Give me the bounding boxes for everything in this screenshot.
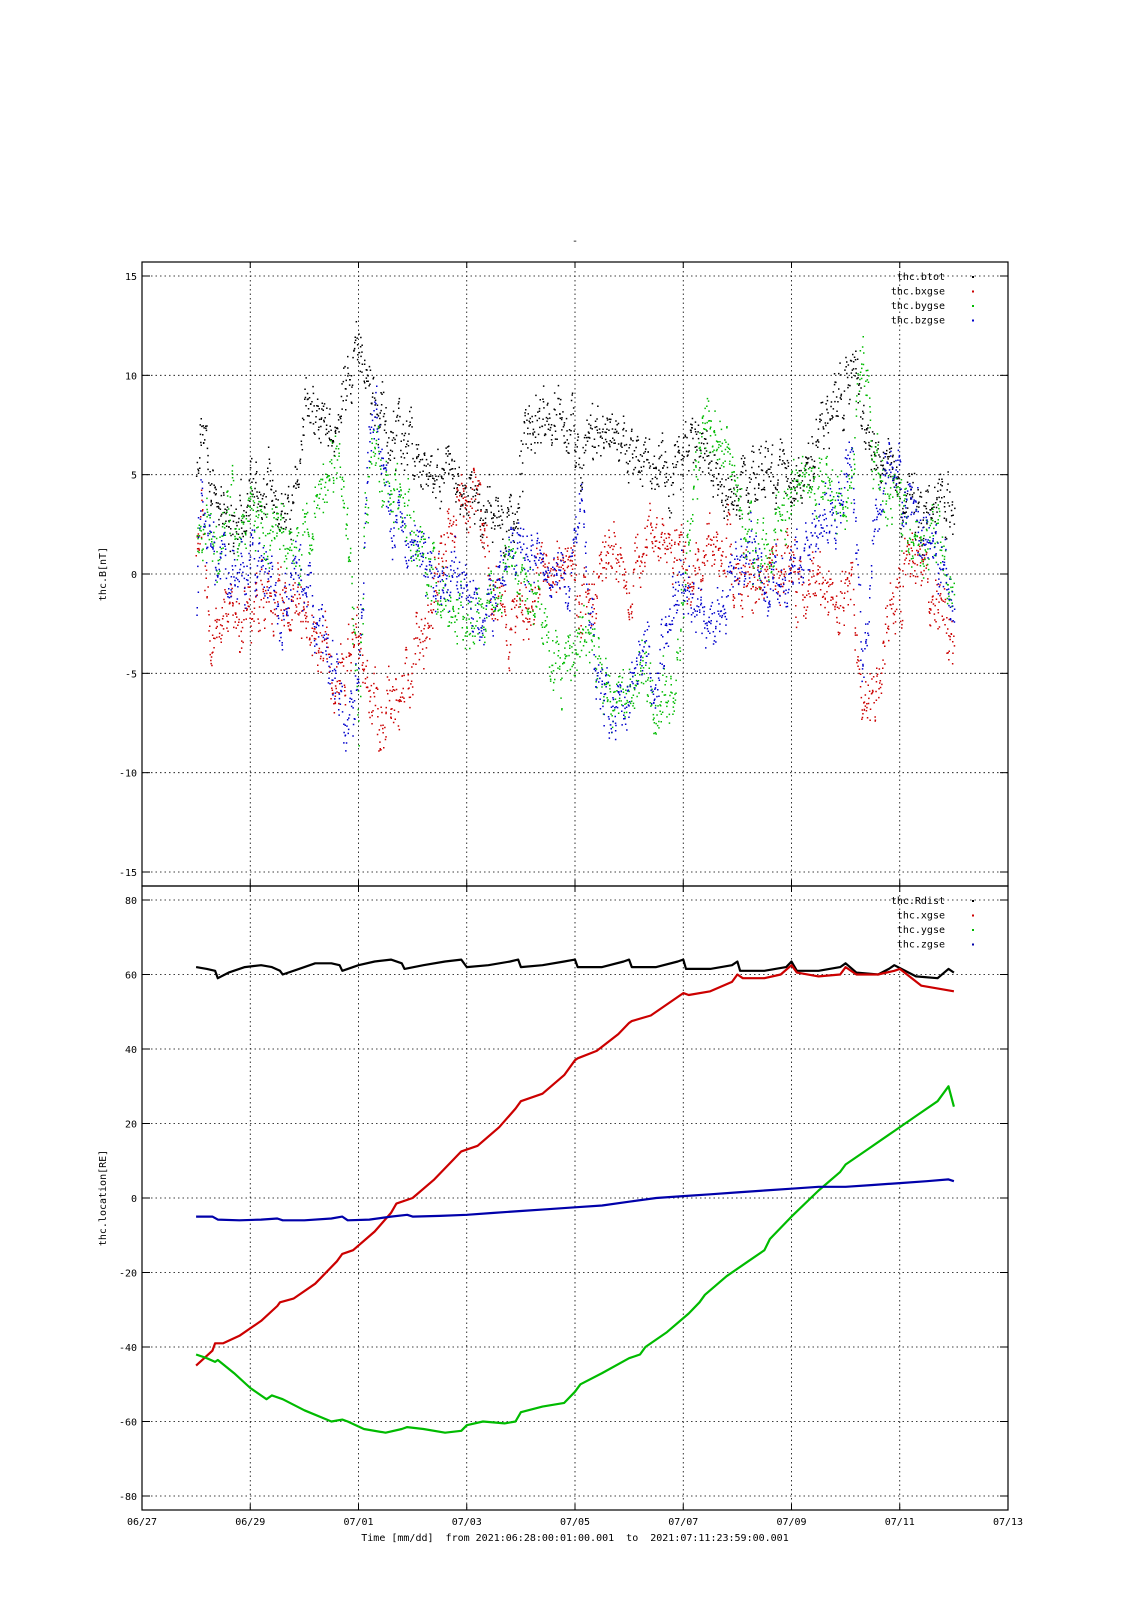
magnetic-field-panel: 15 10 5 0 -5 -10 -15 thc.B[nT] thc.btot thc.bxg… <box>98 261 1009 887</box>
y-tick-label: 0 <box>131 570 137 581</box>
magnetic-field-legend: thc.btot thc.bxgse thc.bygse thc.bzgse <box>891 272 974 327</box>
legend-label: thc.btot <box>897 272 945 283</box>
x-tick-label: 07/03 <box>452 1517 482 1528</box>
legend-label: thc.ygse <box>897 925 945 936</box>
x-tick-label: 07/01 <box>343 1517 373 1528</box>
y-tick-label: -20 <box>119 1269 137 1280</box>
legend-label: thc.xgse <box>897 911 945 922</box>
top-mark: - <box>572 236 578 247</box>
magnetic-field-series <box>195 321 956 752</box>
y-tick-label: 80 <box>125 896 137 907</box>
x-tick-label: 06/29 <box>235 1517 265 1528</box>
location-y-label: thc.location[RE] <box>98 1150 109 1246</box>
y-tick-label: -80 <box>119 1492 137 1503</box>
y-tick-label: 40 <box>125 1045 137 1056</box>
legend-swatch <box>972 914 974 917</box>
y-tick-label: 20 <box>125 1120 137 1131</box>
x-tick-label: 07/13 <box>993 1517 1023 1528</box>
location-grid <box>141 886 1009 1510</box>
magnetic-field-y-label: thc.B[nT] <box>98 547 109 601</box>
x-tick-label: 06/27 <box>127 1517 157 1528</box>
legend-swatch <box>972 276 974 278</box>
series-thc.bygse <box>196 336 956 747</box>
legend-swatch <box>972 929 974 931</box>
y-tick-label: -10 <box>119 769 137 780</box>
location-frame <box>141 885 1009 1511</box>
y-tick-label: -15 <box>119 868 137 879</box>
y-tick-label: 5 <box>131 471 137 482</box>
series-thc.xgse <box>195 964 955 1367</box>
series-thc.ygse <box>195 1085 955 1434</box>
x-axis-ticks: 06/27 06/29 07/01 07/03 07/05 07/07 07/09 07/11… <box>127 1517 1023 1528</box>
legend-swatch <box>972 319 974 322</box>
y-tick-label: -5 <box>125 669 137 680</box>
y-tick-label: -40 <box>119 1343 137 1354</box>
y-tick-label: 0 <box>131 1194 137 1205</box>
series-thc.bzgse <box>196 385 956 752</box>
x-tick-label: 07/11 <box>885 1517 915 1528</box>
location-legend: thc.Rdist thc.xgse thc.ygse thc.zgse <box>891 896 974 951</box>
series-thc.zgse <box>196 1178 955 1222</box>
y-tick-label: 60 <box>125 971 137 982</box>
legend-swatch <box>972 290 974 293</box>
x-tick-label: 07/09 <box>776 1517 806 1528</box>
legend-label: thc.bygse <box>891 301 945 312</box>
magnetic-field-y-ticks: 15 10 5 0 -5 -10 -15 <box>119 272 137 879</box>
series-thc.Rdist <box>195 958 955 980</box>
legend-label: thc.bxgse <box>891 287 945 298</box>
location-series <box>195 958 955 1434</box>
y-tick-label: 15 <box>125 272 137 283</box>
legend-label: thc.bzgse <box>891 316 945 327</box>
x-axis-title: Time [mm/dd] from 2021:06:28:00:01:00.00… <box>361 1533 788 1544</box>
y-tick-label: 10 <box>125 371 137 382</box>
legend-swatch <box>972 305 974 307</box>
legend-swatch <box>972 943 974 946</box>
series-thc.bxgse <box>195 467 956 752</box>
series-thc.btot <box>195 321 956 558</box>
magnetic-field-grid <box>141 262 1009 886</box>
legend-label: thc.Rdist <box>891 896 945 907</box>
x-tick-label: 07/07 <box>668 1517 698 1528</box>
location-y-ticks: 80 60 40 20 0 -20 -40 -60 -80 <box>119 896 137 1503</box>
legend-swatch <box>972 900 974 902</box>
y-tick-label: -60 <box>119 1418 137 1429</box>
location-panel: 80 60 40 20 0 -20 -40 -60 -80 thc.location[RE] t… <box>98 885 1009 1511</box>
x-tick-label: 07/05 <box>560 1517 590 1528</box>
legend-label: thc.zgse <box>897 940 945 951</box>
